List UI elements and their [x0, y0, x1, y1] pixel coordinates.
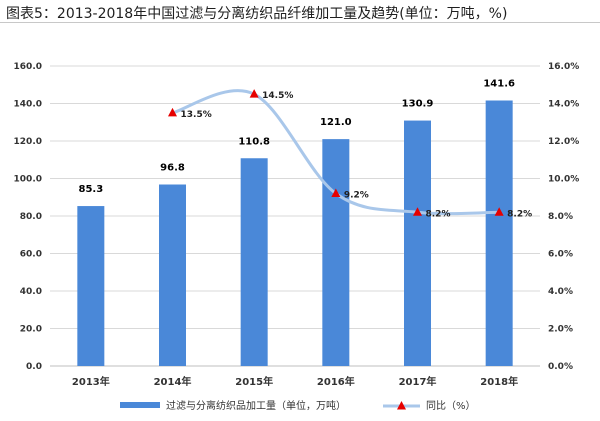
bar: [159, 184, 186, 366]
bar-data-label: 110.8: [238, 136, 270, 147]
y-right-tick-label: 6.0%: [548, 250, 573, 260]
y-right-tick-label: 2.0%: [548, 325, 573, 335]
bar: [77, 206, 105, 366]
bar-data-label: 121.0: [320, 117, 352, 128]
y-left-tick-label: 80.0: [20, 212, 42, 222]
legend-line-label: 同比（%）: [426, 400, 476, 412]
x-tick-label: 2018年: [480, 375, 518, 388]
x-tick-label: 2013年: [72, 375, 110, 388]
y-left-tick-label: 20.0: [20, 325, 42, 335]
yoy-data-label: 8.2%: [426, 209, 451, 219]
y-left-tick-label: 140.0: [14, 100, 42, 110]
y-left-tick-label: 100.0: [14, 175, 42, 185]
yoy-marker: [494, 207, 504, 216]
bar-data-label: 85.3: [78, 184, 103, 195]
yoy-marker: [168, 107, 177, 117]
y-right-tick-label: 12.0%: [548, 137, 579, 147]
x-tick-label: 2016年: [317, 375, 355, 388]
bar-data-label: 96.8: [160, 163, 185, 174]
bar: [240, 158, 268, 366]
yoy-data-label: 13.5%: [181, 110, 212, 120]
y-right-tick-label: 10.0%: [548, 175, 579, 185]
legend-marker-icon: [397, 401, 406, 410]
y-right-tick-label: 0.0%: [548, 362, 573, 372]
bar: [485, 100, 513, 366]
bar-data-label: 141.6: [483, 79, 515, 90]
y-left-tick-label: 60.0: [20, 250, 42, 260]
x-tick-label: 2015年: [235, 375, 273, 388]
title-divider: [0, 22, 600, 23]
y-left-tick-label: 40.0: [20, 287, 42, 297]
yoy-data-label: 14.5%: [262, 91, 293, 101]
y-right-tick-label: 8.0%: [548, 212, 573, 222]
chart-title: 图表5：2013-2018年中国过滤与分离纺织品纤维加工量及趋势(单位：万吨，%…: [6, 6, 508, 22]
bar: [404, 120, 431, 366]
y-left-tick-label: 120.0: [14, 137, 42, 147]
y-right-tick-label: 16.0%: [548, 62, 579, 72]
legend-bar-swatch: [120, 402, 160, 408]
x-tick-label: 2014年: [154, 375, 192, 388]
yoy-marker: [331, 188, 341, 197]
bar-data-label: 130.9: [402, 99, 434, 110]
yoy-marker: [249, 89, 259, 98]
y-right-tick-label: 14.0%: [548, 100, 579, 110]
legend-bar-label: 过滤与分离纺织品加工量（单位，万吨）: [166, 399, 346, 412]
yoy-marker: [413, 207, 422, 216]
yoy-data-label: 8.2%: [507, 209, 532, 219]
x-tick-label: 2017年: [399, 375, 437, 388]
y-left-tick-label: 0.0: [26, 362, 42, 372]
bar: [322, 139, 350, 366]
yoy-data-label: 9.2%: [344, 191, 369, 201]
y-left-tick-label: 160.0: [14, 62, 42, 72]
y-right-tick-label: 4.0%: [548, 287, 573, 297]
